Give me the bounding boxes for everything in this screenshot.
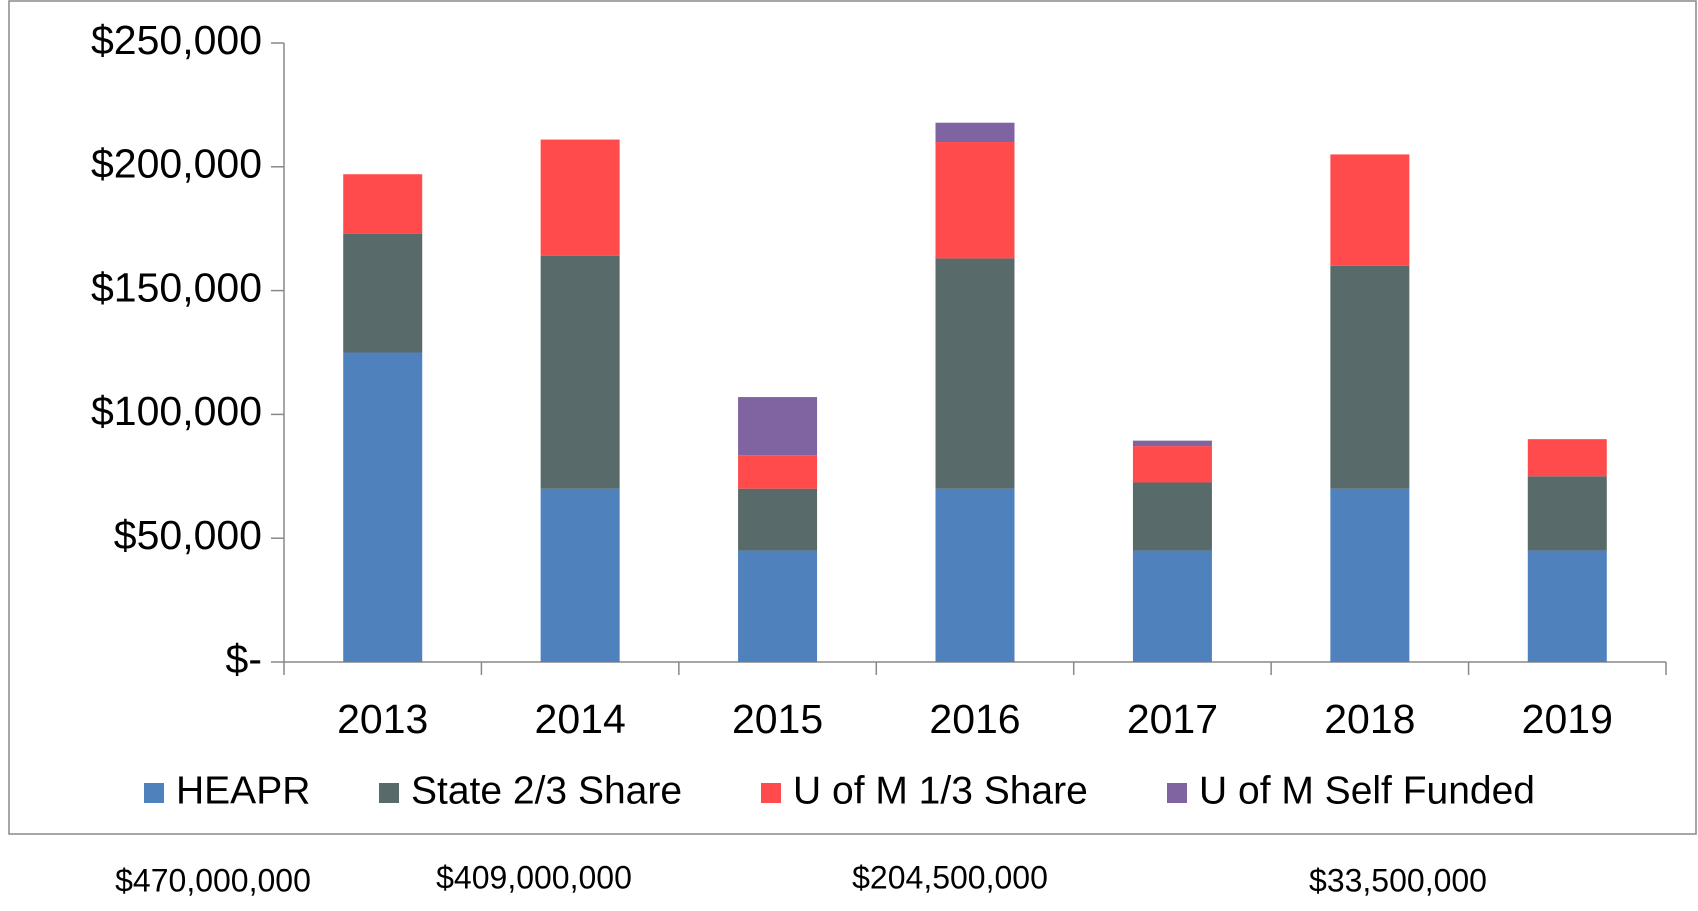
footnote: $33,500,000: [1309, 862, 1487, 898]
x-tick-label: 2014: [535, 696, 626, 742]
y-tick-label: $50,000: [114, 512, 262, 558]
legend-label: U of M 1/3 Share: [793, 769, 1088, 812]
bar-segment: [935, 142, 1015, 259]
x-tick-label: 2019: [1522, 696, 1613, 742]
bar-segment: [738, 488, 818, 551]
bar-segment: [1132, 550, 1212, 662]
y-tick-label: $250,000: [91, 17, 262, 63]
y-tick-label: $-: [226, 636, 262, 682]
bar-segment: [540, 255, 620, 489]
legend-label: U of M Self Funded: [1199, 769, 1535, 812]
footnote: $204,500,000: [852, 859, 1048, 895]
bar-segment: [1527, 476, 1607, 551]
x-tick-label: 2016: [929, 696, 1020, 742]
bar-segment: [1132, 482, 1212, 551]
legend-swatch: [1167, 783, 1187, 803]
bar-segment: [343, 352, 423, 662]
bar-segment: [1132, 440, 1212, 447]
x-tick-label: 2017: [1127, 696, 1218, 742]
legend-swatch: [144, 783, 164, 803]
y-tick-label: $200,000: [91, 141, 262, 187]
bar-segment: [935, 258, 1015, 489]
bar-segment: [738, 397, 818, 456]
bar-segment: [1330, 265, 1410, 489]
footnote: $409,000,000: [436, 859, 632, 895]
bar-segment: [738, 550, 818, 662]
bar-segment: [1132, 446, 1212, 483]
bar-segment: [1527, 439, 1607, 477]
bar-segment: [935, 488, 1015, 662]
x-tick-label: 2018: [1324, 696, 1415, 742]
chart-frame: [8, 0, 1697, 835]
y-tick-label: $150,000: [91, 264, 262, 310]
bar-segment: [1527, 550, 1607, 662]
bar-segment: [1330, 154, 1410, 266]
bar-segment: [738, 455, 818, 489]
bar-segment: [540, 488, 620, 662]
bar-segment: [935, 122, 1015, 143]
y-tick-label: $100,000: [91, 388, 262, 434]
footnote: $470,000,000: [115, 862, 311, 898]
bar-segment: [343, 233, 423, 353]
x-tick-label: 2015: [732, 696, 823, 742]
bar-segment: [540, 139, 620, 256]
legend-label: HEAPR: [176, 769, 310, 812]
legend-label: State 2/3 Share: [411, 769, 682, 812]
legend-swatch: [761, 783, 781, 803]
bar-segment: [343, 174, 423, 234]
bar-segment: [1330, 488, 1410, 662]
x-tick-label: 2013: [337, 696, 428, 742]
legend-swatch: [379, 783, 399, 803]
